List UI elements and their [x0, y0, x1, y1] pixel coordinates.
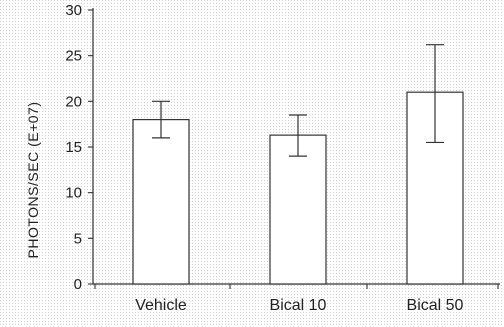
- y-axis-title: PHOTONS/SEC (E+07): [25, 102, 41, 259]
- bar-bical-10: [269, 134, 327, 285]
- y-tick-label: 10: [65, 185, 82, 202]
- x-tick-label: Bical 10: [270, 297, 327, 314]
- bars: [132, 91, 464, 285]
- x-tick-labels: Vehicle Bical 10 Bical 50: [135, 297, 463, 314]
- y-tick-label: 15: [65, 139, 82, 156]
- y-tick-label: 0: [74, 276, 82, 293]
- bar-vehicle: [132, 118, 190, 285]
- y-tick-label: 5: [74, 230, 82, 247]
- bar-bical-50: [406, 91, 464, 285]
- error-bars: [152, 44, 444, 157]
- y-tick-label: 25: [65, 48, 82, 65]
- y-tick-label: 30: [65, 2, 82, 19]
- y-tick-label: 20: [65, 93, 82, 110]
- x-tick-label: Bical 50: [407, 297, 464, 314]
- y-tick-labels: 0 5 10 15 20 25 30: [65, 2, 82, 293]
- x-tick-label: Vehicle: [135, 297, 187, 314]
